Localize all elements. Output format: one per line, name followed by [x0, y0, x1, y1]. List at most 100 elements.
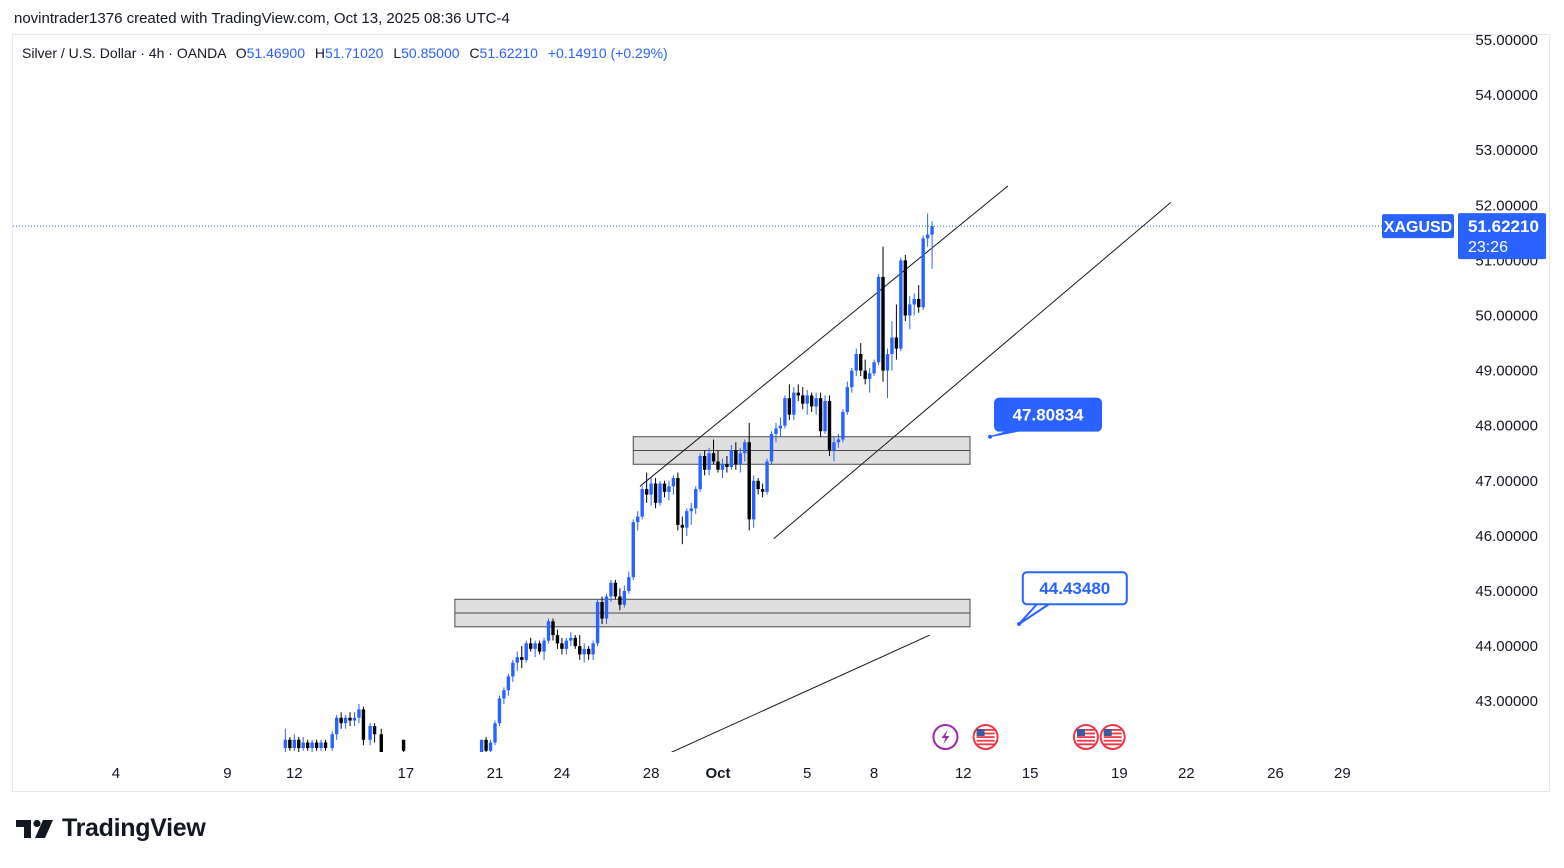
candle-body: [859, 354, 863, 371]
x-tick-label: 15: [1022, 765, 1039, 782]
candle-body: [297, 739, 301, 749]
candle-body: [368, 725, 372, 740]
bullish-candle: [912, 293, 916, 316]
bullish-candle: [850, 367, 854, 393]
bullish-candle: [765, 458, 769, 495]
bullish-candle: [627, 571, 631, 594]
candle-body: [667, 486, 671, 492]
bearish-candle: [725, 456, 729, 473]
candle-body: [863, 370, 867, 379]
candle-body: [479, 739, 484, 752]
bullish-candle: [497, 695, 502, 726]
candle-body: [288, 739, 292, 749]
candle-body: [361, 709, 366, 740]
chart-pane[interactable]: [12, 34, 1550, 792]
candle-body: [836, 439, 841, 443]
bullish-candle: [283, 728, 288, 752]
bullish-candle: [743, 439, 747, 462]
tradingview-logo-text: TradingView: [62, 814, 206, 842]
flag-stripe: [1076, 739, 1095, 742]
candle-body: [595, 602, 600, 644]
bearish-candle: [702, 450, 707, 476]
symbol-tag-box: [1382, 214, 1454, 239]
x-tick-label: 12: [955, 765, 972, 782]
bearish-candle: [796, 384, 800, 401]
flag-stripe: [1076, 732, 1095, 735]
candle-body: [689, 508, 693, 512]
callout-anchor-dot: [1017, 622, 1022, 627]
low-label: L: [393, 45, 402, 61]
close-value: 51.62210: [479, 45, 538, 61]
candle-body: [787, 398, 792, 415]
symbol-legend: Silver / U.S. Dollar · 4h · OANDA O51.46…: [22, 45, 668, 61]
candle-body: [484, 739, 488, 751]
candle-body: [551, 621, 555, 636]
bullish-candle: [515, 651, 519, 671]
candle-body: [511, 662, 515, 677]
candle-body: [622, 591, 627, 605]
x-tick-label: 29: [1334, 765, 1351, 782]
bearish-candle: [676, 472, 680, 531]
bearish-candle: [288, 737, 292, 751]
bearish-candle: [747, 422, 751, 531]
bullish-candle: [876, 274, 881, 366]
bullish-candle: [707, 447, 711, 476]
candle-body: [805, 395, 809, 404]
x-tick-label: 19: [1111, 765, 1128, 782]
bearish-candle: [716, 450, 720, 473]
us-flag-event-icon: [1072, 724, 1099, 750]
candle-body: [903, 260, 908, 316]
bullish-candle: [609, 579, 613, 603]
bullish-candle: [319, 739, 323, 751]
bullish-candle: [546, 618, 551, 644]
bullish-candle: [502, 687, 506, 704]
price-callout-1: 47.80834: [988, 397, 1103, 439]
candle-body: [546, 621, 551, 641]
tradingview-logo[interactable]: TradingView: [16, 814, 206, 843]
bullish-candle: [792, 387, 796, 421]
bullish-candle: [729, 444, 734, 470]
price-tags-layer: XAGUSD 51.62210 23:26: [1382, 213, 1546, 260]
flag-stripe: [1103, 736, 1122, 738]
price-axis: 55.0000054.0000053.0000052.0000051.00000…: [1475, 32, 1538, 710]
flag-stripe: [1103, 743, 1122, 746]
bearish-candle: [818, 392, 823, 437]
bearish-candle: [734, 442, 738, 470]
bullish-candle: [720, 458, 725, 479]
candle-body: [680, 524, 685, 528]
bullish-candle: [751, 475, 756, 528]
bullish-candle: [636, 511, 640, 531]
x-tick-label: 4: [112, 765, 120, 782]
bullish-candle: [836, 433, 841, 448]
candle-body: [497, 698, 502, 724]
candle-body: [600, 602, 604, 619]
y-tick-label: 48.00000: [1475, 418, 1538, 435]
bearish-candle: [859, 343, 863, 377]
bullish-candle: [845, 381, 850, 415]
bullish-candle: [631, 519, 635, 580]
bearish-candle: [711, 439, 716, 465]
bearish-candle: [348, 712, 352, 726]
candle-body: [774, 428, 778, 434]
candle-body: [658, 483, 662, 503]
bearish-candle: [756, 478, 760, 495]
candle-body: [711, 453, 716, 462]
candle-body: [330, 734, 334, 749]
bullish-candle: [921, 235, 925, 310]
bullish-candle: [805, 389, 809, 415]
candle-body: [747, 442, 751, 520]
flag-stripe: [1076, 743, 1095, 746]
candle-body: [292, 739, 296, 749]
bearish-candle: [894, 304, 899, 360]
bearish-candle: [653, 478, 658, 509]
candle-body: [493, 723, 497, 743]
y-tick-label: 45.00000: [1475, 583, 1538, 600]
open-value: 51.46900: [246, 45, 306, 61]
candle-body: [310, 742, 314, 749]
candle-body: [582, 648, 586, 655]
bearish-candle: [662, 480, 667, 498]
bearish-candle: [305, 739, 310, 751]
bullish-candle: [872, 359, 876, 377]
bearish-candle: [323, 739, 328, 751]
